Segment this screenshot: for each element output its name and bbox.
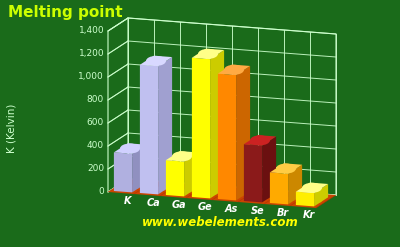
Polygon shape <box>314 184 328 206</box>
Ellipse shape <box>198 49 218 59</box>
Ellipse shape <box>224 193 244 198</box>
Polygon shape <box>140 65 158 194</box>
Ellipse shape <box>250 135 270 145</box>
Ellipse shape <box>172 151 192 161</box>
Ellipse shape <box>276 164 296 174</box>
Polygon shape <box>288 165 302 205</box>
Ellipse shape <box>224 65 244 75</box>
Polygon shape <box>244 135 276 145</box>
Polygon shape <box>210 50 224 198</box>
Ellipse shape <box>120 144 140 154</box>
Text: Br: Br <box>277 208 289 218</box>
Polygon shape <box>236 66 250 200</box>
Text: 800: 800 <box>87 95 104 104</box>
Ellipse shape <box>172 189 192 194</box>
Polygon shape <box>296 183 328 193</box>
Ellipse shape <box>146 56 166 66</box>
Text: Se: Se <box>250 206 264 216</box>
Ellipse shape <box>146 187 166 192</box>
Polygon shape <box>244 144 262 202</box>
Ellipse shape <box>302 199 322 204</box>
Text: 200: 200 <box>87 164 104 173</box>
Text: K (Kelvin): K (Kelvin) <box>7 104 17 153</box>
Text: 0: 0 <box>98 187 104 196</box>
Polygon shape <box>218 74 236 200</box>
Polygon shape <box>166 160 184 196</box>
Text: 600: 600 <box>87 118 104 127</box>
Text: Ca: Ca <box>146 198 160 208</box>
Ellipse shape <box>302 183 322 193</box>
Polygon shape <box>108 179 336 208</box>
Text: As: As <box>224 204 238 214</box>
Polygon shape <box>108 18 128 192</box>
Polygon shape <box>262 137 276 202</box>
Polygon shape <box>140 56 172 66</box>
Polygon shape <box>114 143 146 154</box>
Text: 400: 400 <box>87 141 104 150</box>
Polygon shape <box>166 151 198 162</box>
Text: K: K <box>124 196 131 206</box>
Polygon shape <box>270 172 288 205</box>
Polygon shape <box>158 57 172 194</box>
Text: Ge: Ge <box>198 202 212 212</box>
Polygon shape <box>218 64 250 75</box>
Ellipse shape <box>198 191 218 196</box>
Text: Ga: Ga <box>172 200 186 210</box>
Polygon shape <box>114 152 132 192</box>
Text: 1,400: 1,400 <box>78 26 104 35</box>
Text: 1,000: 1,000 <box>78 72 104 81</box>
Text: Melting point: Melting point <box>8 5 123 20</box>
Polygon shape <box>132 145 146 192</box>
Text: 1,200: 1,200 <box>78 49 104 58</box>
Ellipse shape <box>120 185 140 190</box>
Polygon shape <box>184 152 198 196</box>
Ellipse shape <box>276 197 296 202</box>
Polygon shape <box>296 192 314 206</box>
Text: www.webelements.com: www.webelements.com <box>142 216 298 229</box>
Polygon shape <box>192 58 210 198</box>
Text: Kr: Kr <box>303 210 315 220</box>
Polygon shape <box>192 49 224 59</box>
Ellipse shape <box>250 195 270 200</box>
Polygon shape <box>270 163 302 174</box>
Polygon shape <box>128 18 336 195</box>
